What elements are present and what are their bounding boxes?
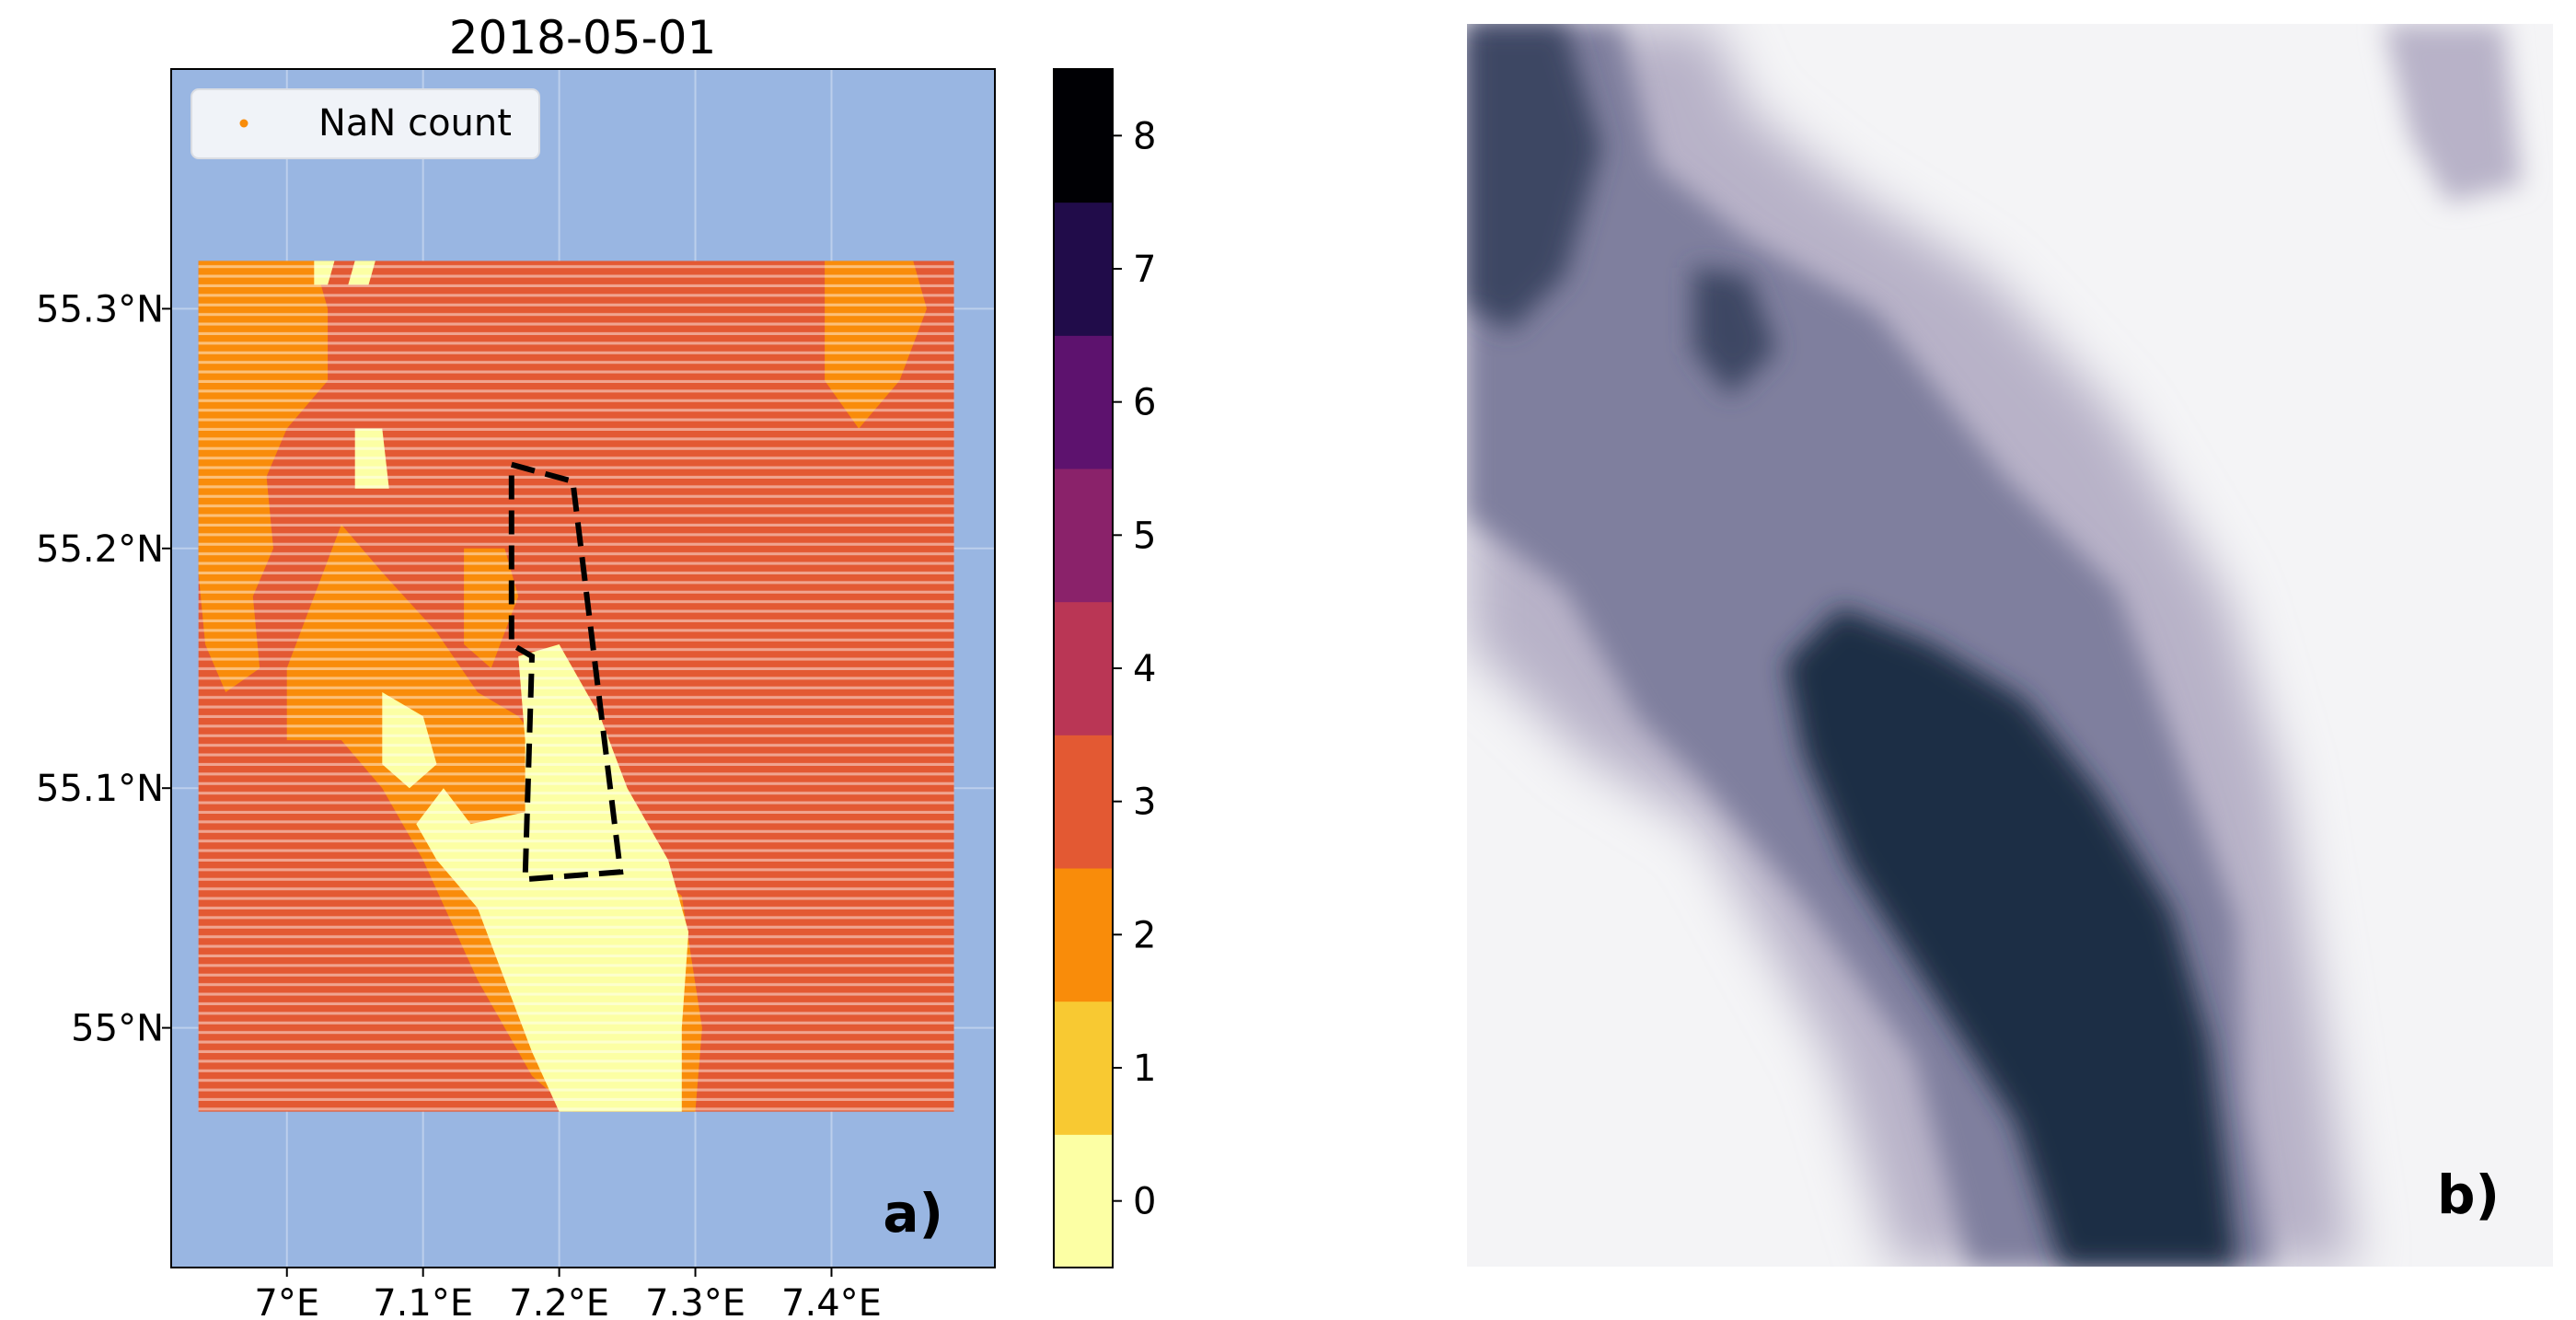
y-tick-label: 55.3°N [36,288,164,330]
row-striping [198,261,954,1112]
y-tick-label: 55°N [71,1008,164,1050]
panel-label-b: b) [2437,1164,2500,1226]
y-axis-ticks: 55°N 55.1°N 55.2°N 55.3°N [36,288,171,1050]
colorbar-tick-label: 2 [1133,914,1156,956]
colorbar-cell-2 [1054,868,1113,1002]
chart-title: 2018-05-01 [449,11,717,64]
x-tick-label: 7.3°E [645,1282,745,1320]
y-tick-label: 55.1°N [36,768,164,810]
y-tick-label: 55.2°N [36,528,164,571]
x-tick-label: 7.2°E [509,1282,609,1320]
x-tick-label: 7.1°E [373,1282,473,1320]
legend-marker [239,119,248,128]
colorbar-cell-5 [1054,469,1113,603]
colorbar-tick-label: 7 [1133,249,1156,291]
colorbar-tick-label: 4 [1133,648,1156,690]
panel-label-a: a) [883,1182,943,1245]
x-axis-ticks: 7°E 7.1°E 7.2°E 7.3°E 7.4°E [254,1268,882,1320]
legend-label: NaN count [318,102,512,145]
colorbar-tick-label: 1 [1133,1048,1156,1090]
plume-core [1467,24,2236,1267]
colorbar-tick-label: 8 [1133,115,1156,157]
colorbar-tick-label: 0 [1133,1181,1156,1223]
colorbar-cells [1054,69,1113,1268]
colorbar-ticks: 0 1 2 3 4 5 6 7 8 [1113,115,1156,1223]
colorbar-cell-0 [1054,1134,1113,1268]
satellite-image: b) [1467,24,2553,1267]
colorbar-cell-6 [1054,335,1113,469]
x-tick-label: 7°E [254,1282,319,1320]
legend-box [191,88,540,159]
colorbar-cell-8 [1054,69,1113,203]
map-frame [170,68,996,1268]
legend: NaN count [191,88,540,159]
x-tick-label: 7.4°E [781,1282,882,1320]
colorbar-tick-label: 5 [1133,515,1156,557]
colorbar-cell-7 [1054,202,1113,336]
map-panel: 7°E 7.1°E 7.2°E 7.3°E 7.4°E 55°N 55.1°N 55.2°N… [36,68,996,1320]
colorbar-cell-4 [1054,601,1113,735]
colorbar-tick-label: 3 [1133,782,1156,824]
colorbar-cell-3 [1054,735,1113,869]
colorbar: 0 1 2 3 4 5 6 7 8 [1053,68,1156,1268]
colorbar-tick-label: 6 [1133,382,1156,424]
colorbar-cell-1 [1054,1001,1113,1135]
